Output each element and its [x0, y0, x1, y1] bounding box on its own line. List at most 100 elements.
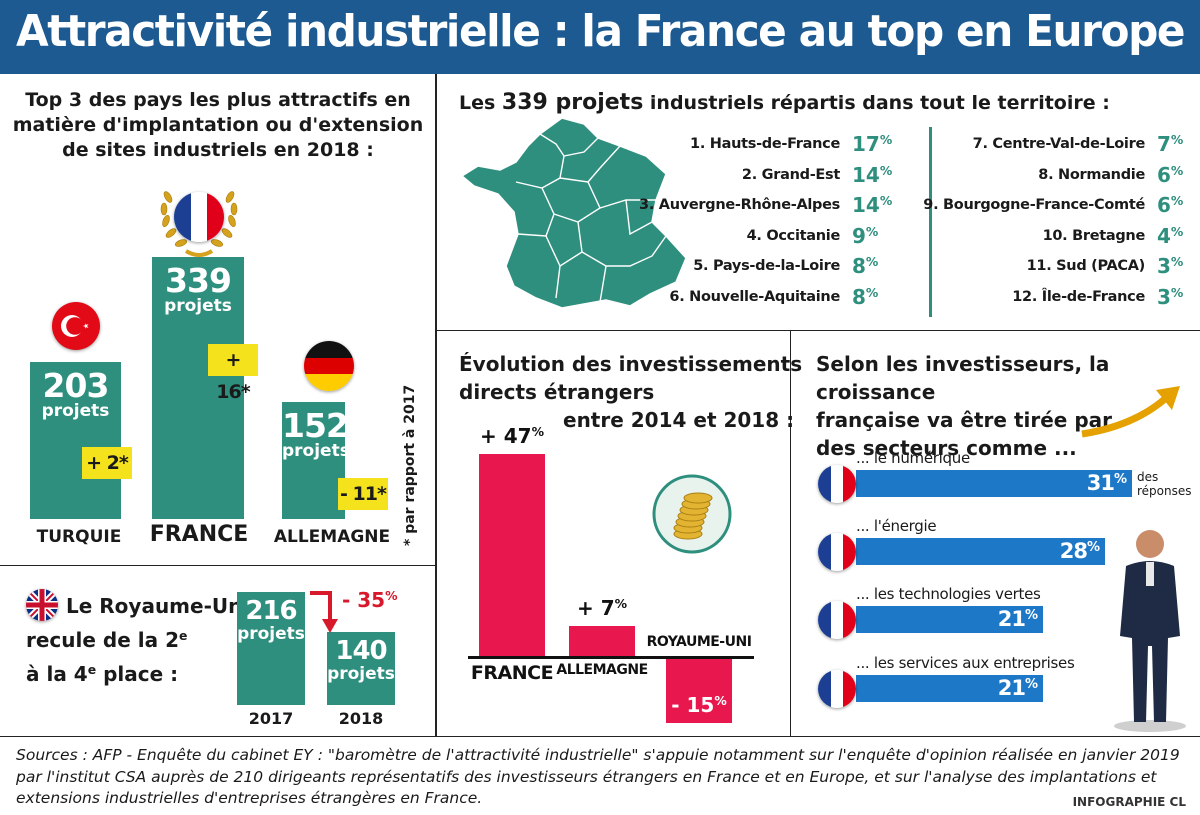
sector-bar [856, 606, 1043, 633]
region-name: 7. Centre-Val-de-Loire [972, 136, 1146, 152]
region-name: 9. Bourgogne-France-Comté [923, 197, 1145, 213]
region-name: 3. Auvergne-Rhône-Alpes [639, 197, 840, 213]
region-name: 4. Occitanie [746, 228, 841, 244]
top3-bar [152, 257, 244, 519]
flag-stripe-white [831, 465, 843, 503]
separator [436, 330, 1200, 331]
region-name: 12. Île-de-France [1012, 289, 1145, 305]
turkey-flag-icon [52, 302, 100, 350]
region-pct: 8% [852, 285, 878, 309]
region-pct: 3% [1157, 254, 1183, 278]
top3-title-line: de sites industriels en 2018 : [62, 139, 374, 161]
region-pct: 8% [852, 254, 878, 278]
france-map [460, 116, 700, 312]
top3-title-line: matière d'implantation ou d'extension [12, 114, 424, 136]
flag-stripe-red [843, 601, 856, 639]
region-pct-value: 14 [852, 163, 880, 187]
france-flag-icon [174, 192, 224, 242]
uk-line2-sup: e [178, 628, 188, 643]
region-pct: 9% [852, 224, 878, 248]
sector-label: ... les technologies vertes [856, 585, 1041, 603]
uk-change-value: - 35 [342, 588, 386, 612]
region-pct: 7% [1157, 132, 1183, 156]
flag-stripe-red [843, 533, 856, 571]
flag-stripe-white [831, 533, 843, 571]
fdi-baseline [468, 656, 754, 659]
regions-divider [929, 127, 932, 317]
region-name: 1. Hauts-de-France [690, 136, 840, 152]
sector-value-unit: % [1024, 676, 1038, 692]
fdi-value-text: - 15 [671, 693, 715, 717]
top3-bar-value: 152 [282, 406, 349, 445]
region-name: 11. Sud (PACA) [1026, 258, 1146, 274]
sector-value: 31% [856, 471, 1127, 495]
fdi-title-line: directs étrangers [459, 380, 655, 404]
uk-title-line: recule de la 2e [26, 621, 187, 655]
sector-label: ... l'énergie [856, 517, 937, 535]
regions-title-num: 339 projets [501, 90, 644, 115]
sectors-title-line: des secteurs comme ... [816, 436, 1077, 460]
sector-label: ... les services aux entreprises [856, 654, 1075, 672]
region-pct-unit: % [865, 285, 879, 301]
uk-change: - 35% [342, 588, 398, 612]
footnote: * par rapport à 2017 [402, 384, 418, 546]
rising-arrow-icon [1078, 384, 1184, 440]
fdi-value-text: + 7 [576, 596, 615, 620]
region-name: 10. Bretagne [1042, 228, 1146, 244]
region-pct-value: 7 [1157, 132, 1171, 156]
flag-stripe-white [831, 670, 843, 708]
region-pct: 4% [1157, 224, 1183, 248]
separator [790, 330, 791, 736]
region-name: 8. Normandie [1038, 167, 1145, 183]
separator [0, 736, 1200, 737]
responses-note: des réponses [1137, 470, 1192, 498]
region-pct-unit: % [1170, 285, 1184, 301]
responses-note-line: des [1137, 470, 1159, 484]
region-pct-unit: % [1170, 163, 1184, 179]
regions-title: Les 339 projets industriels répartis dan… [459, 90, 1110, 116]
fdi-bar-value: + 7% [559, 596, 645, 620]
flag-stripe-blue [818, 670, 831, 708]
region-pct-value: 3 [1157, 254, 1171, 278]
separator [0, 565, 436, 566]
region-pct-value: 6 [1157, 163, 1171, 187]
sector-bar [856, 675, 1043, 702]
country-label-allemagne: ALLEMAGNE [273, 527, 391, 547]
region-pct: 3% [1157, 285, 1183, 309]
regions-title-post: industriels répartis dans tout le territ… [643, 92, 1110, 114]
fdi-bar-value: - 15% [656, 693, 742, 717]
fdi-title: Évolution des investissements directs ét… [459, 350, 802, 434]
region-pct-unit: % [1170, 254, 1184, 270]
uk-bar-year: 2017 [248, 709, 294, 728]
uk-bar [327, 632, 395, 705]
fdi-bar-value: + 47% [469, 424, 555, 448]
uk-title-2: recule de la 2e à la 4 e place : [26, 621, 187, 689]
separator [435, 74, 437, 736]
top3-bar-unit: projets [164, 296, 232, 316]
region-pct-value: 4 [1157, 224, 1171, 248]
uk-change-unit: % [385, 588, 398, 604]
uk-title-line: Le Royaume-Uni [66, 594, 250, 618]
region-pct-value: 3 [1157, 285, 1171, 309]
top3-bar-unit: projets [282, 441, 350, 461]
region-name: 5. Pays-de-la-Loire [693, 258, 840, 274]
uk-line2-text: recule de la 2 [26, 627, 179, 652]
region-pct-value: 8 [852, 254, 866, 278]
businessman-figure [1108, 526, 1192, 734]
fdi-bar-label: ALLEMAGNE [556, 662, 648, 678]
region-pct: 6% [1157, 193, 1183, 217]
uk-bar-year: 2018 [338, 709, 384, 728]
uk-flag-icon [26, 589, 58, 621]
region-pct-unit: % [1170, 224, 1184, 240]
top3-bar-unit: projets [41, 401, 110, 421]
flag-stripe-white [831, 601, 843, 639]
sector-value-unit: % [1086, 539, 1100, 555]
uk-line3-rest: place : [96, 661, 179, 686]
sector-value-unit: % [1024, 607, 1038, 623]
flag-stripe-red [843, 465, 856, 503]
regions-title-pre: Les [459, 92, 502, 114]
down-arrow-icon [308, 589, 338, 635]
france-flag-icon [818, 533, 856, 571]
sector-value-number: 28 [1059, 539, 1088, 563]
uk-line3-text: à la 4 [26, 661, 88, 686]
